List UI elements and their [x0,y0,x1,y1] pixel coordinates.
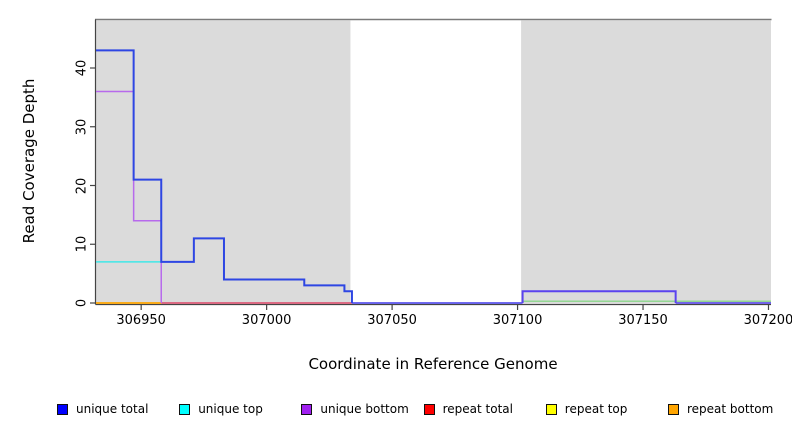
x-axis-title: Coordinate in Reference Genome [308,355,558,373]
legend-swatch [57,403,68,415]
legend-swatch [545,403,557,415]
series-line-unique-right-plateau [521,290,677,303]
legend-item-repeat-total: repeat total [423,402,513,416]
legend-item-unique-total: unique total [57,402,148,416]
legend-item-unique-top: unique top [179,402,263,416]
y-tick-label: 20 [74,177,90,194]
shaded-region [521,20,771,304]
legend-label: repeat total [442,402,513,416]
legend-item-repeat-bottom: repeat bottom [668,402,773,416]
legend-item-unique-bottom: unique bottom [301,402,409,416]
y-tick-label: 30 [74,118,90,136]
y-tick-label: 0 [74,298,90,308]
legend-label: unique top [198,402,263,416]
legend-label: unique bottom [320,402,409,416]
legend-label: unique total [76,402,149,416]
y-axis-title: Read Coverage Depth [20,78,38,244]
series-line-unique-total-steps [96,49,353,303]
legend-label: repeat top [564,402,628,416]
y-tick-label: 10 [74,235,90,253]
x-tick-label: 307150 [618,313,668,328]
x-tick-label: 307050 [367,313,417,328]
legend-item-repeat-top: repeat top [545,402,628,416]
y-tick-label: 40 [74,59,90,77]
legend-swatch [423,403,435,415]
legend-swatch [668,403,679,415]
x-tick-label: 306950 [116,313,166,328]
x-tick-label: 307200 [743,313,792,328]
x-tick-label: 307100 [492,313,543,328]
x-tick-label: 307000 [241,313,292,328]
legend-swatch [301,403,313,415]
legend-label: repeat bottom [687,402,774,416]
legend-swatch [179,403,191,415]
